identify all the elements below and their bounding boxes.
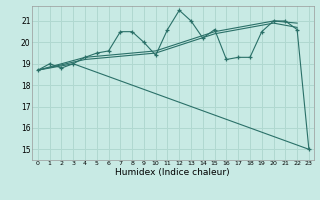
X-axis label: Humidex (Indice chaleur): Humidex (Indice chaleur): [116, 168, 230, 177]
